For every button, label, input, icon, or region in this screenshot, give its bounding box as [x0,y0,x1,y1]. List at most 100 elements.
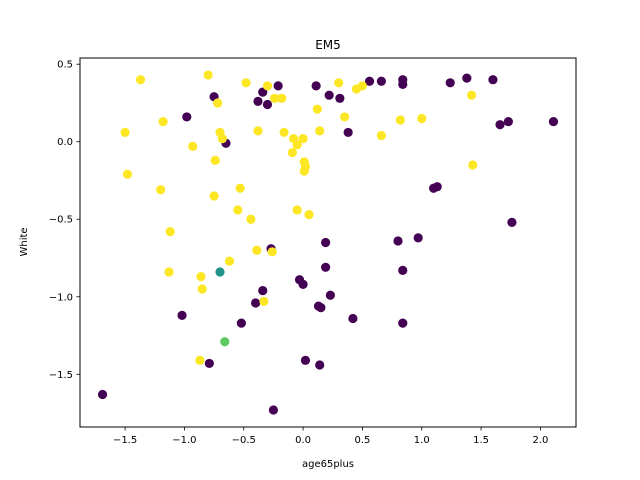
y-tick-label: 0.0 [57,137,73,148]
x-tick-label: 0.0 [295,435,311,446]
scatter-point [268,405,279,415]
scatter-point [158,116,168,127]
scatter-point [262,99,273,110]
scatter-point [299,166,309,176]
scatter-point [398,79,408,89]
y-tick-label: 0.5 [57,60,73,71]
scatter-point [258,285,268,296]
plot-area-frame [79,57,577,428]
x-tick-label: 1.5 [473,435,489,446]
scatter-point [164,267,174,277]
scatter-point [188,141,198,151]
scatter-point [304,209,314,220]
scatter-point [292,140,302,150]
scatter-point [312,104,322,114]
scatter-point [135,75,146,85]
scatter-point [376,130,386,141]
x-tick-label: −0.5 [232,435,256,446]
scatter-point [97,389,108,400]
scatter-point [122,169,133,179]
y-axis-ticks: −1.5 −1.0 −0.5 0.0 0.5 [49,60,80,381]
scatter-point [253,96,263,107]
x-axis-ticks: −1.5 −1.0 −0.5 0.0 0.5 1.0 1.5 2.0 [113,427,548,446]
scatter-point [203,70,213,80]
scatter-point [298,134,308,144]
scatter-point [325,290,335,300]
x-tick-label: −1.0 [172,435,196,446]
scatter-point [335,93,345,103]
scatter-point [503,116,513,127]
scatter-point [246,214,256,224]
y-tick-label: −0.5 [49,215,73,226]
scatter-point [217,134,227,144]
scatter-point [340,112,350,122]
scatter-point [252,245,262,255]
scatter-point [398,265,408,276]
scatter-point [233,205,243,215]
scatter-point [120,127,130,138]
scatter-point [253,126,263,136]
x-tick-label: 1.0 [414,435,430,446]
scatter-point [195,355,205,365]
scatter-point [298,279,308,289]
scatter-point [204,358,214,369]
scatter-point [357,81,368,91]
scatter-point [197,284,207,294]
scatter-point [348,313,358,324]
scatter-point [292,205,302,215]
scatter-point [273,81,283,91]
scatter-point [413,233,423,243]
scatter-point [177,310,187,320]
scatter-point [220,337,230,347]
scatter-point [445,78,455,88]
scatter-point [468,160,478,170]
scatter-point [462,73,472,83]
x-axis-label: age65plus [302,459,354,470]
scatter-point [156,185,166,195]
y-tick-label: −1.0 [49,292,73,303]
scatter-point [258,87,268,97]
scatter-point [277,93,287,103]
scatter-point [311,81,321,91]
x-tick-label: 0.5 [354,435,370,446]
scatter-point [334,78,344,88]
scatter-point [270,93,280,103]
scatter-point [241,78,251,88]
scatter-point [316,303,326,313]
scatter-point [548,116,559,127]
scatter-point [495,120,505,130]
scatter-point [393,236,403,246]
data-points [97,70,559,415]
scatter-point [300,355,311,365]
scatter-point [267,247,277,257]
scatter-point [235,183,245,193]
scatter-point [417,113,427,124]
scatter-point [287,147,298,158]
scatter-point [321,237,331,248]
scatter-point [315,360,325,370]
scatter-point [279,127,289,138]
scatter-point [215,267,225,277]
scatter-point [165,227,175,237]
scatter-point [398,318,408,328]
scatter-point [210,155,220,165]
scatter-point [251,298,261,308]
y-tick-label: −1.5 [49,370,73,381]
scatter-point [324,90,334,100]
scatter-point [182,112,192,122]
scatter-point [236,318,246,328]
scatter-point [376,76,386,86]
chart-title: EM5 [315,38,341,52]
scatter-point [466,90,477,100]
scatter-point [213,98,223,108]
y-axis-label: White [19,227,30,256]
scatter-point [432,182,442,192]
scatter-point [343,127,353,138]
scatter-point [224,256,235,266]
scatter-point [196,272,206,282]
x-tick-label: −1.5 [113,435,137,446]
scatter-point [209,191,219,201]
scatter-point [262,81,273,91]
